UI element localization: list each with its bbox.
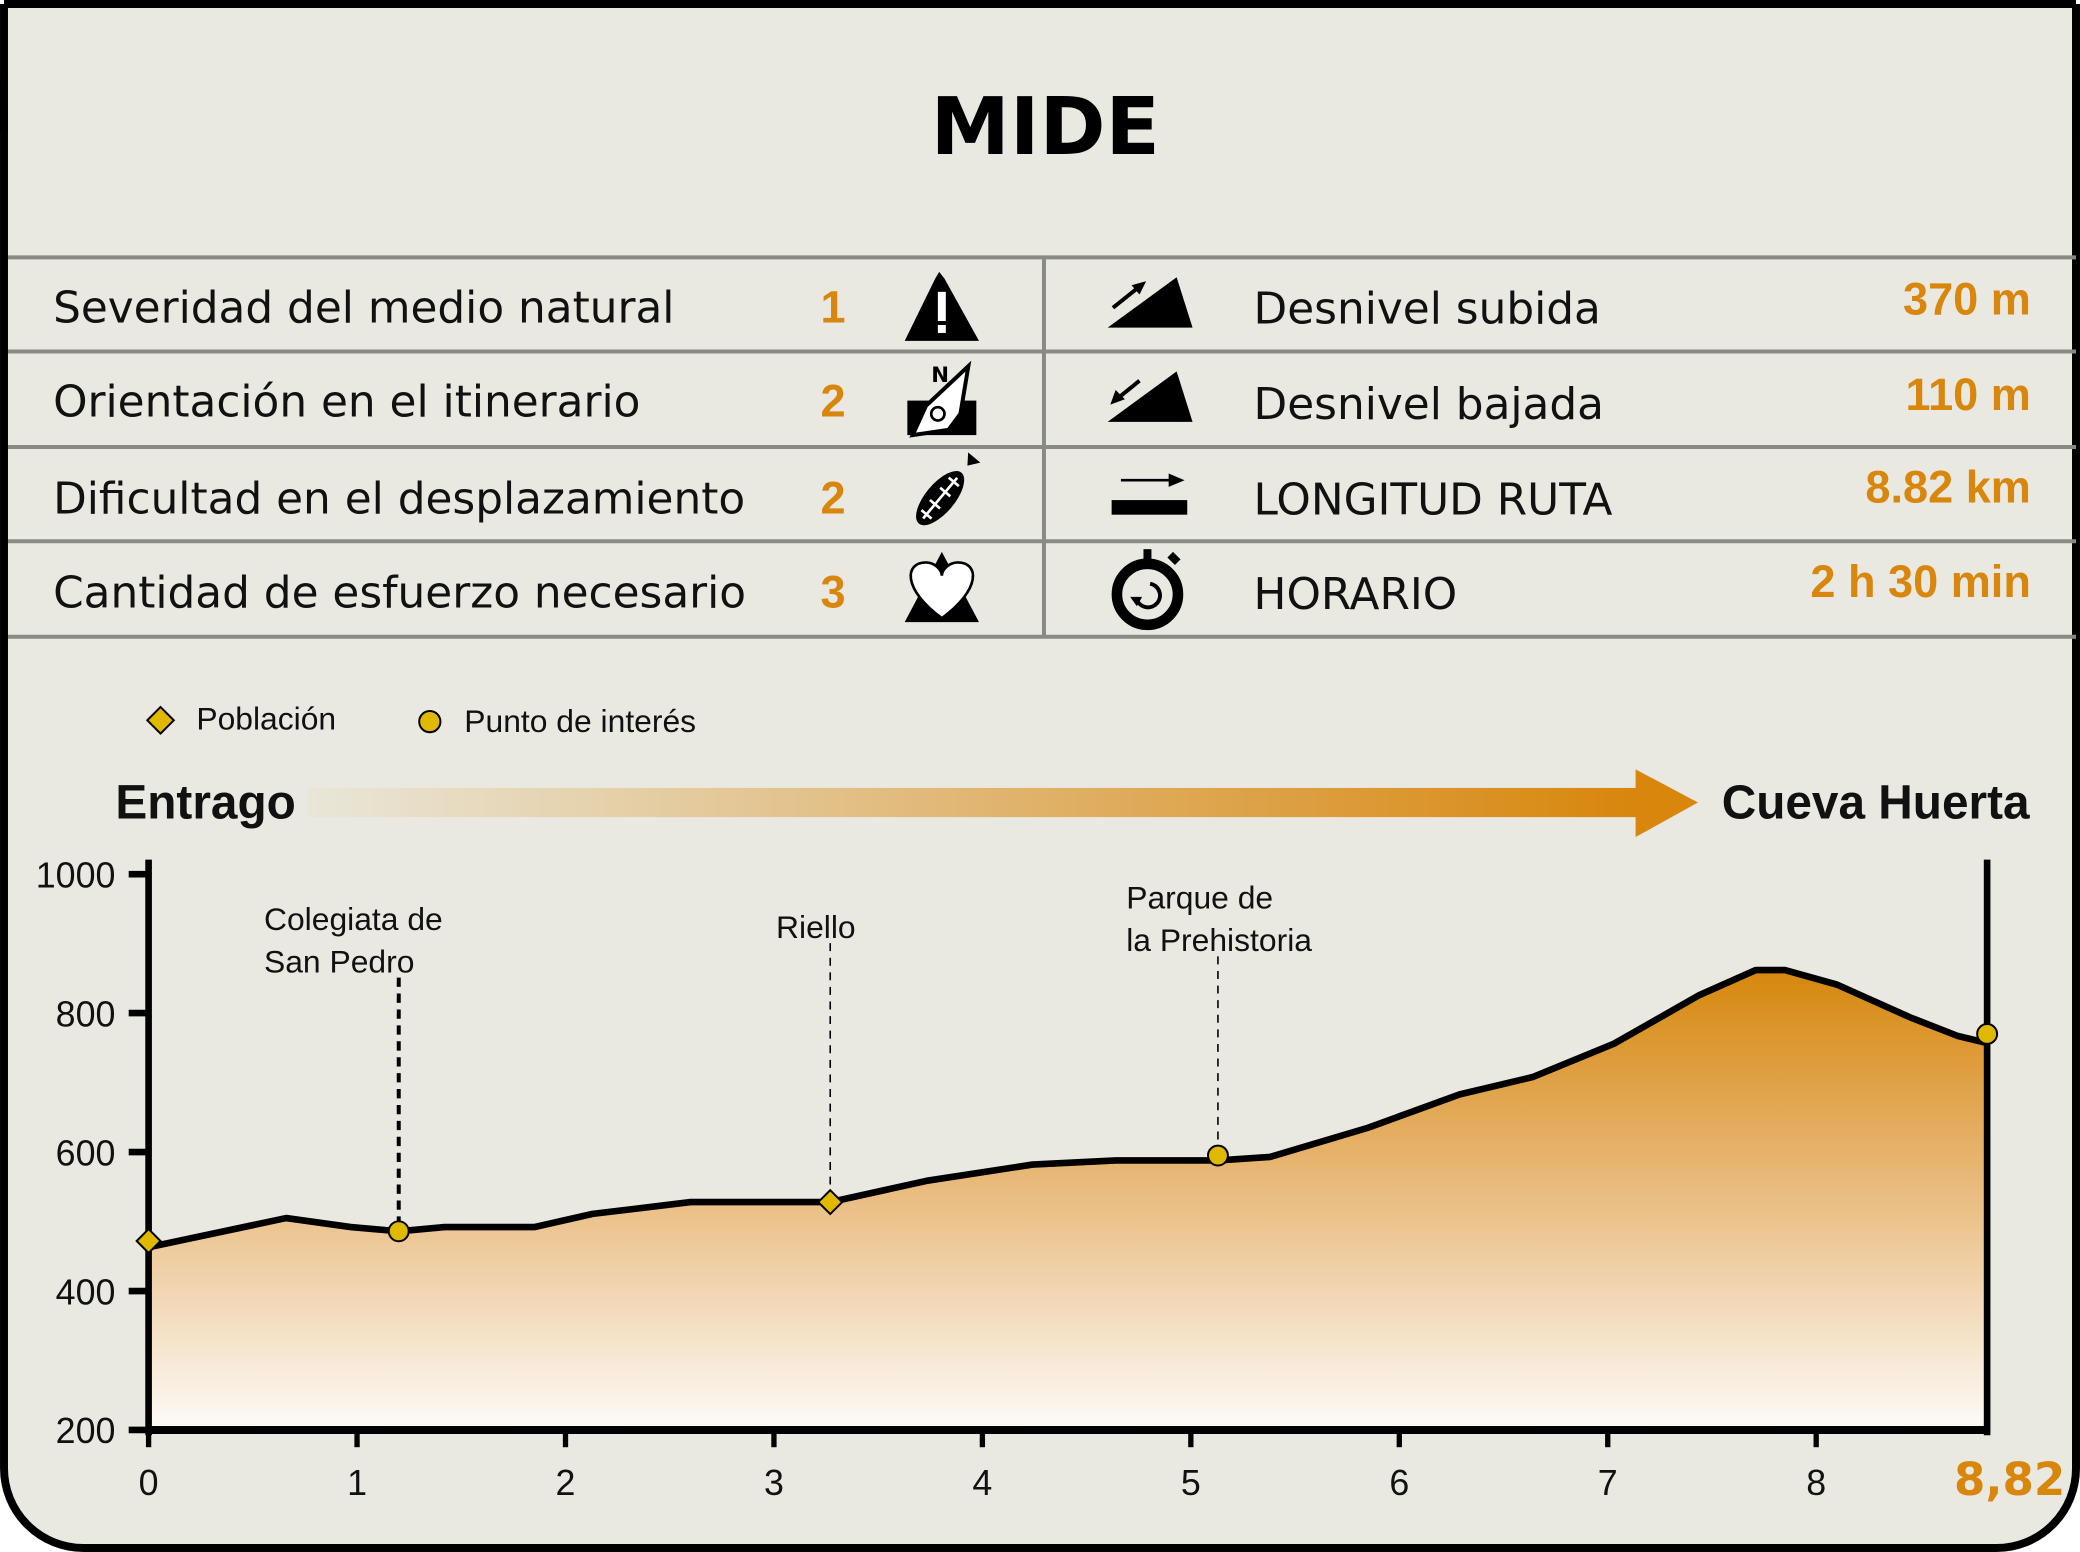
y-tick-label: 1000 <box>36 855 116 895</box>
route-arrow-shaft <box>307 787 1641 818</box>
marker-label: San Pedro <box>264 943 414 979</box>
y-tick-label: 200 <box>56 1411 116 1451</box>
town-marker <box>816 1188 844 1216</box>
mide-row-label: Orientación en el itinerario <box>53 377 640 428</box>
stat-label: LONGITUD RUTA <box>1254 475 1613 526</box>
legend-poi-marker <box>418 710 442 734</box>
y-tick-label: 800 <box>56 994 116 1034</box>
compass-orientation-icon: N <box>907 360 977 438</box>
svg-text:N: N <box>931 363 949 388</box>
mide-table-grid <box>7 255 2076 639</box>
mountain-warning-icon <box>904 271 979 341</box>
route-arrow-head <box>1635 769 1698 838</box>
route-start: Entrago <box>115 776 295 829</box>
ascent-icon <box>1107 277 1193 328</box>
marker-label: Colegiata de <box>264 901 443 937</box>
marker-label: Riello <box>776 909 856 945</box>
y-tick-label: 600 <box>56 1133 116 1173</box>
mide-row-value: 3 <box>821 567 846 618</box>
mide-row-label: Severidad del medio natural <box>53 282 674 333</box>
page-title: MIDE <box>931 80 1160 173</box>
stat-label: Desnivel bajada <box>1254 379 1604 430</box>
x-end-label: 8,82 <box>1954 1453 2065 1506</box>
x-tick-label: 7 <box>1598 1463 1618 1503</box>
town-marker <box>135 1227 162 1255</box>
legend: Población Punto de interés <box>145 701 696 739</box>
x-tick-label: 1 <box>347 1463 367 1503</box>
elevation-area <box>148 970 1988 1430</box>
mide-row-value: 1 <box>821 281 846 332</box>
x-tick-label: 0 <box>139 1463 159 1503</box>
marker-label: Parque de <box>1126 880 1273 916</box>
mide-row-value: 2 <box>821 376 846 427</box>
legend-town-label: Población <box>196 701 336 737</box>
mide-row-label: Cantidad de esfuerzo necesario <box>53 568 746 619</box>
stat-label: HORARIO <box>1254 569 1458 620</box>
x-tick-label: 6 <box>1389 1463 1409 1503</box>
x-tick-label: 4 <box>972 1463 992 1503</box>
x-tick-label: 3 <box>764 1463 784 1503</box>
route-end: Cueva Huerta <box>1722 776 2030 829</box>
x-tick-label: 8 <box>1806 1463 1826 1503</box>
boot-sole-icon <box>916 452 981 526</box>
poi-marker <box>1206 1144 1229 1167</box>
stat-value: 8.82 km <box>1865 462 2030 513</box>
x-tick-label: 2 <box>556 1463 576 1503</box>
marker-label: la Prehistoria <box>1126 922 1312 958</box>
stopwatch-icon <box>1111 549 1184 631</box>
heart-mountain-icon <box>904 551 979 623</box>
poi-marker <box>1976 1023 1999 1045</box>
stat-value: 370 m <box>1903 273 2031 324</box>
y-tick-label: 400 <box>56 1272 116 1312</box>
mide-row-value: 2 <box>821 472 846 523</box>
stat-value: 110 m <box>1906 369 2031 420</box>
distance-icon <box>1111 473 1188 515</box>
stat-value: 2 h 30 min <box>1810 556 2031 607</box>
legend-town-marker <box>145 705 176 735</box>
descent-icon <box>1107 371 1193 422</box>
poi-marker <box>387 1220 410 1243</box>
x-tick-label: 5 <box>1181 1463 1201 1503</box>
stat-label: Desnivel subida <box>1254 284 1601 335</box>
mide-row-label: Dificultad en el desplazamiento <box>53 473 745 524</box>
elevation-chart: 200 400 600 800 1000 0 1 2 3 4 5 6 7 8 8,82 Colegiata d… <box>36 855 2066 1506</box>
legend-poi-label: Punto de interés <box>464 703 696 739</box>
